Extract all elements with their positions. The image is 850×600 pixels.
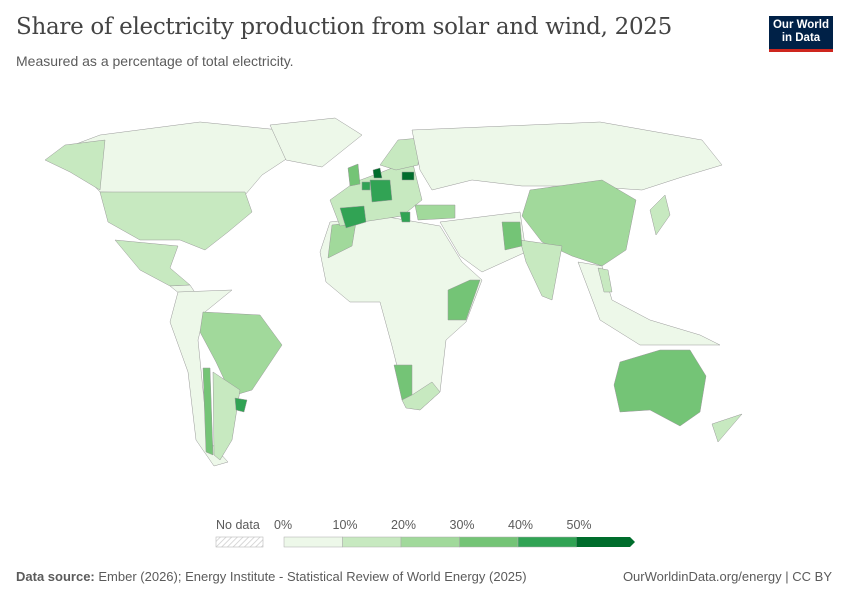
legend-bin-0 [283, 536, 343, 548]
region-mexico[interactable] [114, 239, 191, 287]
logo-line-2: in Data [781, 32, 821, 44]
legend-bin-4 [517, 536, 577, 548]
legend-tick-label: 50% [567, 518, 592, 532]
region-brazil[interactable] [199, 311, 283, 397]
region-united-kingdom[interactable] [347, 163, 361, 187]
world-map[interactable]: No data 0% 10% 20% 30% 40% 50% [0, 95, 850, 565]
region-scandinavia[interactable] [379, 137, 421, 171]
region-denmark[interactable] [372, 167, 383, 179]
credit-link[interactable]: OurWorldinData.org/energy | CC BY [622, 569, 832, 584]
legend-bin-3 [459, 536, 519, 548]
legend-tick-label: 20% [391, 518, 416, 532]
region-south-africa[interactable] [401, 381, 441, 411]
region-united-states[interactable] [99, 191, 253, 251]
region-alaska-usa-[interactable] [44, 139, 106, 191]
source-label: Data source: [16, 569, 95, 584]
legend-tick-label: 40% [508, 518, 533, 532]
source-text: Ember (2026); Energy Institute - Statist… [98, 569, 527, 584]
region-russia[interactable] [411, 121, 723, 191]
region-south-america-other-[interactable] [169, 289, 233, 467]
region-namibia[interactable] [393, 364, 413, 401]
legend-tick-label: 10% [333, 518, 358, 532]
region-lithuania[interactable] [401, 171, 415, 181]
data-source: Data source: Ember (2026); Energy Instit… [16, 569, 527, 584]
legend: No data 0% 10% 20% 30% 40% 50% [215, 518, 635, 548]
legend-bin-5 [576, 537, 635, 547]
legend-bin-2 [400, 536, 460, 548]
legend-no-data-swatch [215, 536, 264, 548]
legend-tick-label: 30% [450, 518, 475, 532]
region-australia[interactable] [613, 349, 707, 427]
legend-no-data-label: No data [216, 518, 260, 532]
region-japan[interactable] [649, 194, 671, 236]
region-argentina[interactable] [212, 371, 241, 461]
region-netherlands[interactable] [361, 181, 371, 191]
chart-title: Share of electricity production from sol… [16, 14, 672, 40]
legend-bin-1 [342, 536, 402, 548]
logo-line-1: Our World [772, 19, 829, 31]
region-pakistan[interactable] [501, 221, 523, 251]
region-uruguay[interactable] [234, 397, 248, 413]
region-kenya-somalia[interactable] [447, 279, 481, 321]
owid-logo[interactable]: Our World in Data [769, 16, 833, 52]
region-germany[interactable] [369, 179, 393, 203]
region-southeast-asia[interactable] [577, 261, 721, 346]
chart-subtitle: Measured as a percentage of total electr… [16, 53, 294, 69]
region-vietnam[interactable] [597, 267, 613, 293]
legend-tick-label: 0% [274, 518, 292, 532]
region-turkey[interactable] [414, 204, 456, 221]
region-new-zealand[interactable] [711, 413, 743, 443]
region-greece[interactable] [399, 211, 411, 223]
region-greenland[interactable] [269, 117, 363, 168]
region-chile[interactable] [202, 367, 214, 456]
region-india[interactable] [519, 239, 563, 301]
region-spain-portugal[interactable] [339, 205, 367, 229]
